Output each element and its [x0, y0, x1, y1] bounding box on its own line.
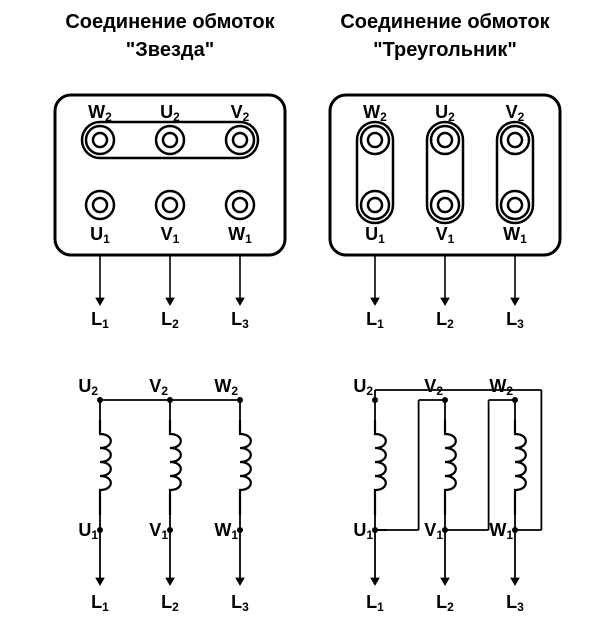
- terminal-top-0-inner: [368, 133, 382, 147]
- top-label: W2: [88, 102, 112, 124]
- line-label: L1: [91, 309, 109, 331]
- terminal-bot-2: [226, 191, 254, 219]
- sch-top-label: V2: [424, 376, 443, 398]
- sch-bot-label: V1: [424, 520, 443, 542]
- winding-coil: [515, 420, 526, 515]
- terminal-bot-2-inner: [233, 198, 247, 212]
- arrow-head: [510, 578, 520, 586]
- terminal-bot-1-inner: [438, 198, 452, 212]
- sch-bot-label: U1: [353, 520, 373, 542]
- top-label: V2: [506, 102, 525, 124]
- sch-line-label: L2: [436, 592, 454, 614]
- title-line: "Звезда": [126, 39, 214, 61]
- bot-label: W1: [228, 224, 252, 246]
- terminal-top-2: [226, 126, 254, 154]
- terminal-top-1-inner: [438, 133, 452, 147]
- terminal-bot-0-inner: [368, 198, 382, 212]
- terminal-top-1: [156, 126, 184, 154]
- terminal-bot-2-inner: [508, 198, 522, 212]
- sch-line-label: L1: [91, 592, 109, 614]
- bot-label: V1: [161, 224, 180, 246]
- sch-bot-label: W1: [214, 520, 238, 542]
- line-label: L1: [366, 309, 384, 331]
- title-line: Соединение обмоток: [340, 11, 550, 33]
- sch-line-label: L3: [506, 592, 524, 614]
- terminal-bot-0: [86, 191, 114, 219]
- bot-label: U1: [90, 224, 110, 246]
- arrow-head: [370, 298, 380, 306]
- arrow-head: [510, 298, 520, 306]
- terminal-bot-0: [361, 191, 389, 219]
- sch-line-label: L2: [161, 592, 179, 614]
- top-label: U2: [160, 102, 180, 124]
- terminal-top-2-inner: [508, 133, 522, 147]
- winding-coil: [100, 420, 111, 515]
- title-line: Соединение обмоток: [65, 11, 275, 33]
- sch-line-label: L1: [366, 592, 384, 614]
- bot-label: U1: [365, 224, 385, 246]
- arrow-head: [95, 578, 105, 586]
- terminal-bot-0-inner: [93, 198, 107, 212]
- sch-top-label: V2: [149, 376, 168, 398]
- line-label: L2: [436, 309, 454, 331]
- terminal-top-0: [86, 126, 114, 154]
- sch-top-label: W2: [214, 376, 238, 398]
- terminal-top-2: [501, 126, 529, 154]
- terminal-top-1: [431, 126, 459, 154]
- title-line: "Треугольник": [373, 39, 517, 61]
- arrow-head: [235, 298, 245, 306]
- line-label: L3: [231, 309, 249, 331]
- line-label: L2: [161, 309, 179, 331]
- terminal-bot-1: [431, 191, 459, 219]
- terminal-top-1-inner: [163, 133, 177, 147]
- winding-coil: [170, 420, 181, 515]
- sch-top-label: U2: [78, 376, 98, 398]
- sch-bot-label: W1: [489, 520, 513, 542]
- top-label: W2: [363, 102, 387, 124]
- sch-bot-label: U1: [78, 520, 98, 542]
- top-label: V2: [231, 102, 250, 124]
- terminal-bot-1: [156, 191, 184, 219]
- terminal-top-0-inner: [93, 133, 107, 147]
- winding-coil: [375, 420, 386, 515]
- bot-label: V1: [436, 224, 455, 246]
- arrow-head: [165, 578, 175, 586]
- arrow-head: [235, 578, 245, 586]
- sch-bot-label: V1: [149, 520, 168, 542]
- bot-label: W1: [503, 224, 527, 246]
- winding-coil: [445, 420, 456, 515]
- top-label: U2: [435, 102, 455, 124]
- sch-line-label: L3: [231, 592, 249, 614]
- winding-coil: [240, 420, 251, 515]
- arrow-head: [370, 578, 380, 586]
- sch-top-label: U2: [353, 376, 373, 398]
- terminal-bot-2: [501, 191, 529, 219]
- line-label: L3: [506, 309, 524, 331]
- arrow-head: [165, 298, 175, 306]
- terminal-top-2-inner: [233, 133, 247, 147]
- sch-top-label: W2: [489, 376, 513, 398]
- arrow-head: [440, 578, 450, 586]
- arrow-head: [440, 298, 450, 306]
- terminal-top-0: [361, 126, 389, 154]
- arrow-head: [95, 298, 105, 306]
- terminal-bot-1-inner: [163, 198, 177, 212]
